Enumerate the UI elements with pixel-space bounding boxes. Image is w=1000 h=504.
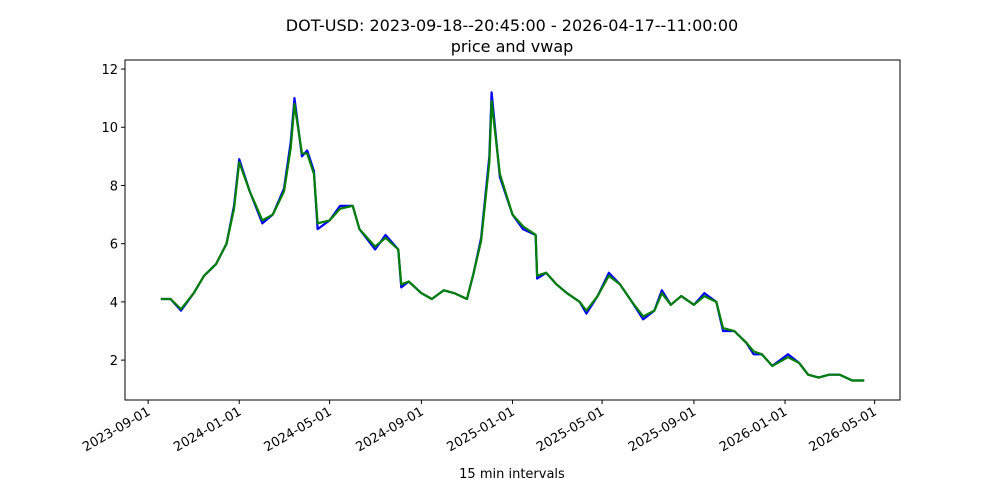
y-tick-label: 4 (110, 296, 118, 311)
y-tick-label: 2 (110, 354, 118, 369)
line-vwap (160, 99, 865, 382)
plot-frame (124, 59, 901, 401)
chart-title: DOT-USD: 2023-09-18--20:45:00 - 2026-04-… (286, 16, 738, 35)
y-tick-label: 10 (101, 121, 118, 136)
y-tick-label: 12 (101, 63, 118, 78)
chart-subtitle: price and vwap (451, 37, 574, 56)
y-tick-label: 6 (110, 238, 118, 253)
x-axis-label: 15 min intervals (459, 467, 565, 482)
y-tick-label: 8 (110, 179, 118, 194)
